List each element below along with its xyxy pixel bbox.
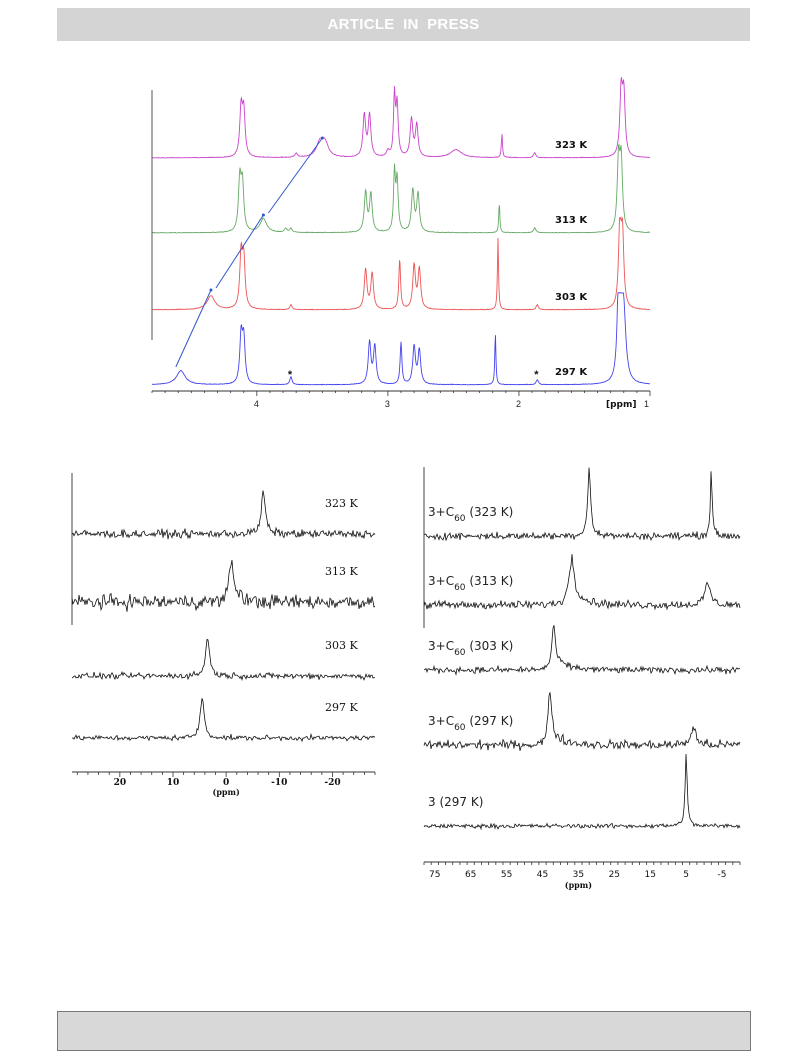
- label-temp: (323 K): [466, 505, 514, 519]
- temperature-label: 313 K: [325, 565, 358, 578]
- spectrum-313k: [151, 143, 650, 234]
- peak-shift-arrow: [175, 289, 212, 368]
- tick-label: 75: [429, 870, 440, 880]
- spectrum-2: [423, 625, 741, 676]
- bottom-right-nmr-panel: 3+C60 (323 K)3+C60 (313 K)3+C60 (303 K)3…: [423, 467, 741, 890]
- peak-shift-arrow: [215, 214, 264, 289]
- arrow-head: [209, 288, 213, 292]
- temperature-label: 297 K: [555, 367, 588, 378]
- tick-label: 35: [573, 870, 584, 880]
- bottom-left-nmr-panel: 323 K 313 K 303 K 297 K 20 10 0 -10 -20 (ppm): [71, 473, 376, 797]
- sample-label: 3+C60 (303 K): [428, 639, 513, 658]
- tick-label: 15: [645, 870, 656, 880]
- impurity-star: *: [288, 369, 293, 381]
- spectrum-303k: [71, 638, 376, 682]
- label-main: 3 (297 K): [428, 795, 483, 809]
- x-axis-label: (ppm): [213, 787, 240, 797]
- tick-label: 2: [516, 399, 521, 409]
- tick-label: 0: [223, 778, 229, 788]
- tick-label: -5: [718, 870, 727, 880]
- label-subscript: 60: [454, 648, 466, 658]
- spectrum-4: [423, 753, 741, 831]
- temperature-label: 303 K: [325, 639, 358, 652]
- peak-shift-arrow: [267, 137, 323, 214]
- spectrum-313k: [71, 559, 376, 612]
- arrow-head: [320, 136, 324, 140]
- label-subscript: 60: [454, 514, 466, 524]
- temperature-label: 313 K: [555, 215, 588, 226]
- top-nmr-panel: 323 K 313 K 303 K 297 K * * 4 3 2 1 [ppm]: [151, 77, 651, 410]
- spectrum-3: [423, 692, 741, 751]
- spectrum-1: [423, 554, 741, 611]
- label-subscript: 60: [454, 583, 466, 593]
- tick-label: 1: [644, 399, 649, 409]
- spectrum-297k: [71, 698, 376, 743]
- tick-label: 10: [167, 778, 180, 788]
- tick-label: 55: [501, 870, 512, 880]
- x-axis-label: (ppm): [565, 880, 592, 890]
- spectrum-297k: [151, 292, 650, 386]
- temperature-label: 297 K: [325, 701, 358, 714]
- tick-label: 3: [385, 399, 390, 409]
- label-main: 3+C: [428, 714, 454, 728]
- arrow-head: [261, 213, 265, 217]
- impurity-star: *: [534, 369, 539, 381]
- x-axis-label: [ppm]: [606, 400, 637, 410]
- tick-label: 25: [609, 870, 620, 880]
- sample-label: 3+C60 (323 K): [428, 505, 513, 524]
- label-main: 3+C: [428, 639, 454, 653]
- label-subscript: 60: [454, 723, 466, 733]
- spectrum-303k: [151, 215, 651, 311]
- label-main: 3+C: [428, 574, 454, 588]
- sample-label: 3+C60 (313 K): [428, 574, 513, 593]
- article-in-press-banner: ARTICLE IN PRESS: [57, 8, 750, 41]
- tick-label: 65: [465, 870, 476, 880]
- spectrum-323k: [151, 77, 651, 159]
- label-main: 3+C: [428, 505, 454, 519]
- label-temp: (297 K): [466, 714, 514, 728]
- spectrum-323k: [71, 490, 376, 540]
- tick-label: -10: [271, 778, 287, 788]
- temperature-label: 303 K: [555, 292, 588, 303]
- banner-text: ARTICLE IN PRESS: [327, 16, 480, 33]
- sample-label: 3+C60 (297 K): [428, 714, 513, 733]
- temperature-label: 323 K: [325, 497, 358, 510]
- tick-label: 5: [683, 870, 689, 880]
- temperature-label: 323 K: [555, 140, 588, 151]
- tick-label: -20: [324, 778, 340, 788]
- footer-bar: [57, 1011, 751, 1051]
- tick-label: 45: [537, 870, 548, 880]
- tick-label: 20: [114, 778, 127, 788]
- tick-label: 4: [254, 399, 259, 409]
- label-temp: (313 K): [466, 574, 514, 588]
- sample-label: 3 (297 K): [428, 795, 483, 809]
- spectrum-0: [424, 467, 741, 542]
- label-temp: (303 K): [466, 639, 514, 653]
